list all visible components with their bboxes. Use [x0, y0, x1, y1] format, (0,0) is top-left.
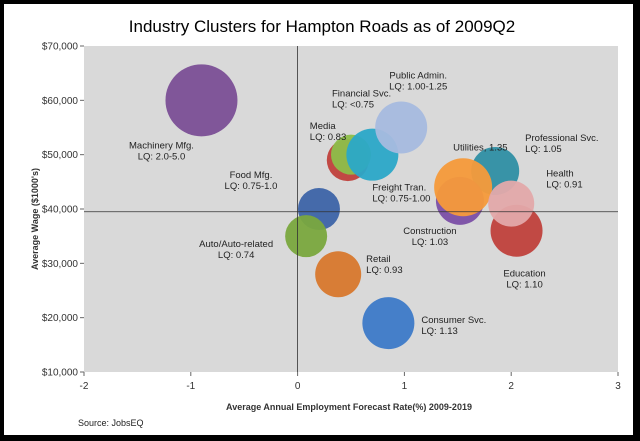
bubble-machinery-mfg [165, 64, 238, 137]
bubble-label-public-admin: Public Admin. [389, 71, 447, 82]
chart-title: Industry Clusters for Hampton Roads as o… [129, 17, 515, 36]
bubble-label-utilities-1-35: Utilities, 1.35 [453, 142, 507, 153]
x-axis-ticks: -2 -1 0 1 2 3 [80, 372, 621, 392]
y-tick-label: $20,000 [42, 313, 79, 324]
bubble-label-construction: Construction [403, 226, 456, 237]
bubble-lq-education: LQ: 1.10 [506, 280, 542, 291]
bubble-retail [315, 251, 362, 298]
x-tick-label: 0 [295, 381, 301, 392]
bubble-lq-financial-svc: LQ: <0.75 [332, 100, 374, 111]
bubble-lq-auto-auto-related: LQ: 0.74 [218, 250, 254, 261]
y-axis-label: Average Wage ($1000's) [30, 168, 40, 270]
bubble-lq-consumer-svc: LQ: 1.13 [421, 326, 457, 337]
y-tick-label: $70,000 [42, 42, 79, 53]
bubble-label-auto-auto-related: Auto/Auto-related [199, 239, 273, 250]
bubble-auto-auto-related [285, 215, 328, 258]
reference-lines [84, 46, 618, 372]
x-tick-label: 1 [402, 381, 408, 392]
bubble-chart: Industry Clusters for Hampton Roads as o… [30, 17, 621, 428]
y-tick-label: $10,000 [42, 368, 79, 379]
source-note: Source: JobsEQ [78, 418, 144, 428]
bubble-utilities-1-35 [434, 158, 493, 217]
bubble-public-admin [375, 101, 428, 154]
bubble-consumer-svc [362, 297, 415, 350]
bubble-lq-freight-tran: LQ: 0.75-1.00 [372, 194, 430, 205]
bubble-health [488, 180, 535, 227]
y-tick-label: $40,000 [42, 205, 79, 216]
bubble-lq-retail: LQ: 0.93 [366, 265, 402, 276]
y-tick-label: $50,000 [42, 150, 79, 161]
bubble-label-freight-tran: Freight Tran. [372, 183, 426, 194]
y-tick-label: $60,000 [42, 96, 79, 107]
bubble-lq-machinery-mfg: LQ: 2.0-5.0 [138, 151, 186, 162]
x-tick-label: -2 [80, 381, 89, 392]
bubble-lq-public-admin: LQ: 1.00-1.25 [389, 82, 447, 93]
y-tick-label: $30,000 [42, 259, 79, 270]
bubble-label-health: Health [546, 169, 573, 180]
y-axis-ticks: $10,000 $20,000 $30,000 $40,000 $50,000 $60,0… [42, 42, 84, 379]
x-axis-label: Average Annual Employment Forecast Rate(… [226, 402, 472, 412]
x-tick-label: 3 [615, 381, 621, 392]
bubble-lq-media: LQ: 0.83 [310, 132, 346, 143]
bubble-layer [165, 64, 543, 350]
bubble-lq-food-mfg: LQ: 0.75-1.0 [225, 181, 278, 192]
x-tick-label: -1 [186, 381, 195, 392]
bubble-label-financial-svc: Financial Svc. [332, 89, 391, 100]
bubble-lq-professional-svc: LQ: 1.05 [525, 144, 561, 155]
x-tick-label: 2 [508, 381, 514, 392]
bubble-lq-health: LQ: 0.91 [546, 180, 582, 191]
bubble-label-consumer-svc: Consumer Svc. [421, 315, 486, 326]
chart-frame: Industry Clusters for Hampton Roads as o… [4, 4, 633, 435]
bubble-label-machinery-mfg: Machinery Mfg. [129, 140, 194, 151]
bubble-label-professional-svc: Professional Svc. [525, 133, 598, 144]
bubble-label-education: Education [503, 269, 545, 280]
bubble-label-food-mfg: Food Mfg. [230, 170, 273, 181]
bubble-label-media: Media [310, 121, 337, 132]
bubble-label-retail: Retail [366, 254, 390, 265]
bubble-lq-construction: LQ: 1.03 [412, 237, 448, 248]
